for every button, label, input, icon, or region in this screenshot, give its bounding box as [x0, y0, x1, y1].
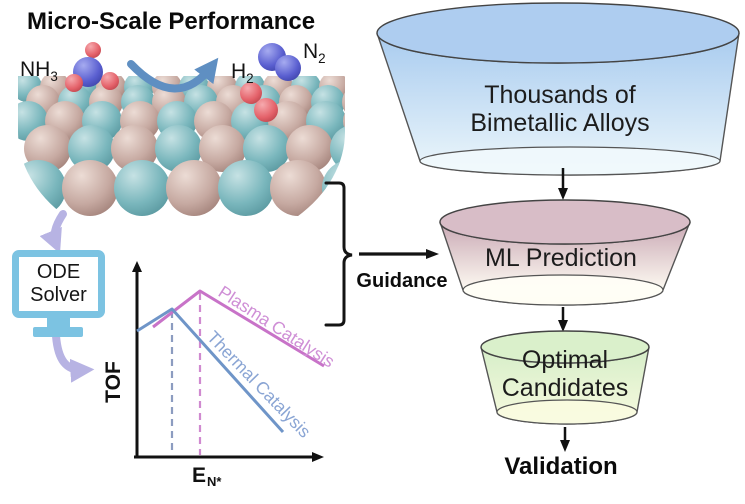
n-atom	[275, 55, 301, 81]
stage1-label-line1: Thousands of	[484, 81, 636, 109]
surface-atom	[62, 160, 119, 216]
y-axis-label: TOF	[102, 361, 125, 403]
monitor-stand	[47, 317, 70, 328]
funnel-arrow-3	[560, 427, 570, 452]
plot-axes	[132, 261, 324, 462]
surface-atom	[218, 160, 275, 216]
surface-atom	[270, 160, 327, 216]
stage2-label: ML Prediction	[485, 244, 637, 272]
surface-atom	[342, 101, 345, 141]
guidance-connector: Guidance	[324, 181, 448, 327]
guidance-label: Guidance	[356, 270, 447, 292]
x-axis-label-base: E	[192, 464, 206, 487]
stage3-label-line1: Optimal	[522, 346, 608, 374]
alloy-surface-illustration	[18, 76, 345, 252]
surface-atom	[18, 160, 66, 216]
screening-funnel: Thousands of Bimetallic Alloys ML Predic…	[376, 2, 740, 480]
validation-label: Validation	[504, 453, 617, 480]
monitor-base	[33, 327, 83, 337]
ode-solver-line1: ODE	[36, 261, 81, 283]
funnel-arrow-2	[558, 307, 568, 332]
x-axis-label-sub: N*	[207, 474, 222, 489]
volcano-plot: TOF E N* Plasma Catalysis Thermal Cataly…	[102, 261, 338, 489]
surface-atom	[114, 160, 171, 216]
thermal-curve	[136, 307, 285, 434]
stage3-label-line2: Candidates	[502, 374, 628, 402]
h-atom	[65, 74, 83, 92]
ode-solver-monitor: ODE Solver	[12, 250, 105, 318]
surface-atom	[342, 85, 345, 119]
surface-atom	[166, 160, 223, 216]
funnel-stage-ml: ML Prediction	[439, 199, 691, 306]
grouping-bracket	[324, 181, 353, 327]
stage1-label-line2: Bimetallic Alloys	[470, 109, 649, 137]
h-atom	[254, 98, 278, 122]
funnel-arrow-1	[558, 168, 568, 200]
ode-solver-line2: Solver	[30, 284, 87, 306]
plasma-curve	[152, 289, 325, 368]
funnel-stage-candidates: Optimal Candidates	[480, 330, 650, 425]
guidance-arrowhead	[426, 249, 439, 259]
h-atom	[101, 72, 119, 90]
h2-label: H2	[231, 60, 254, 87]
n2-label: N2	[303, 40, 326, 67]
nh3-label: NH3	[20, 58, 58, 85]
h-atom	[240, 82, 262, 104]
page-title: Micro-Scale Performance	[27, 8, 316, 35]
solver-to-plot-arrow	[52, 332, 95, 383]
h-atom	[85, 42, 101, 58]
funnel-stage-alloys: Thousands of Bimetallic Alloys	[376, 2, 740, 176]
surface-atom	[322, 160, 345, 216]
surface-to-solver-arrow	[39, 210, 67, 254]
